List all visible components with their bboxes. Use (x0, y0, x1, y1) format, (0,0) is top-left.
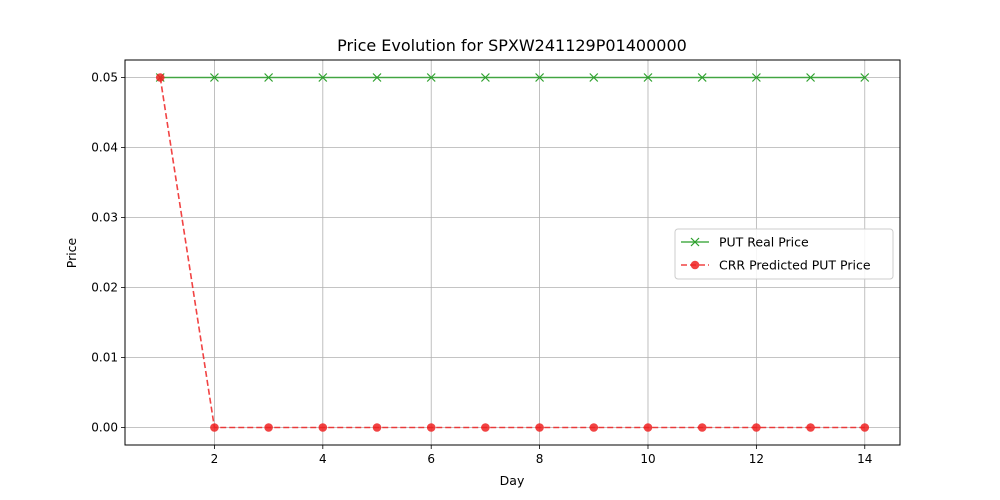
data-point (480, 73, 490, 82)
grid (125, 60, 900, 445)
data-point (643, 73, 653, 82)
data-point (264, 73, 274, 82)
data-point (426, 423, 436, 432)
chart-title: Price Evolution for SPXW241129P01400000 (337, 36, 687, 55)
data-point (210, 423, 219, 432)
series-1 (155, 73, 870, 432)
data-point (318, 423, 328, 432)
data-point (318, 73, 328, 82)
data-point (643, 423, 653, 432)
data-point (589, 73, 599, 82)
y-tick-label: 0.02 (91, 281, 118, 295)
legend: PUT Real Price CRR Predicted PUT Price (674, 228, 894, 280)
data-point (697, 73, 707, 82)
data-point (751, 73, 761, 82)
data-point (535, 423, 544, 432)
data-point (426, 73, 436, 82)
plot-area-frame (124, 59, 901, 446)
data-point (481, 423, 490, 432)
legend-box (674, 228, 894, 280)
y-tick-label: 0.05 (91, 71, 118, 85)
legend-label: PUT Real Price (719, 235, 809, 250)
data-point (372, 423, 382, 432)
y-axis-label: Price (64, 237, 79, 268)
plot-series (155, 73, 870, 432)
data-point (752, 423, 761, 432)
data-point (372, 73, 382, 82)
legend-marker (690, 260, 700, 270)
y-tick-label: 0.04 (91, 141, 118, 155)
data-point (860, 73, 870, 82)
data-point (535, 73, 545, 82)
y-tick-label: 0.00 (91, 421, 118, 435)
x-tick-label: 12 (749, 452, 764, 466)
data-point (806, 423, 815, 432)
x-axis-label: Day (500, 473, 525, 488)
data-point (264, 423, 273, 432)
series-line (159, 77, 865, 429)
x-tick-label: 6 (427, 452, 435, 466)
y-tick-label: 0.01 (91, 351, 118, 365)
x-tick-label: 10 (640, 452, 655, 466)
legend-marker (690, 237, 700, 247)
data-point (155, 73, 165, 82)
legend-item: PUT Real Price (681, 235, 809, 250)
x-tick-label: 8 (536, 452, 544, 466)
data-point (697, 423, 707, 432)
x-tick-label: 4 (319, 452, 327, 466)
legend-item: CRR Predicted PUT Price (681, 258, 871, 273)
axis-ticks: 2 4 6 8 10 12 14 0.00 0.01 0.02 0.03 0.04 0.05 (91, 71, 872, 467)
data-point (806, 73, 816, 82)
data-point (209, 73, 219, 82)
data-point (589, 423, 599, 432)
data-point (860, 423, 870, 432)
x-tick-label: 2 (211, 452, 219, 466)
y-tick-label: 0.03 (91, 211, 118, 225)
legend-label: CRR Predicted PUT Price (719, 258, 871, 273)
x-tick-label: 14 (857, 452, 872, 466)
